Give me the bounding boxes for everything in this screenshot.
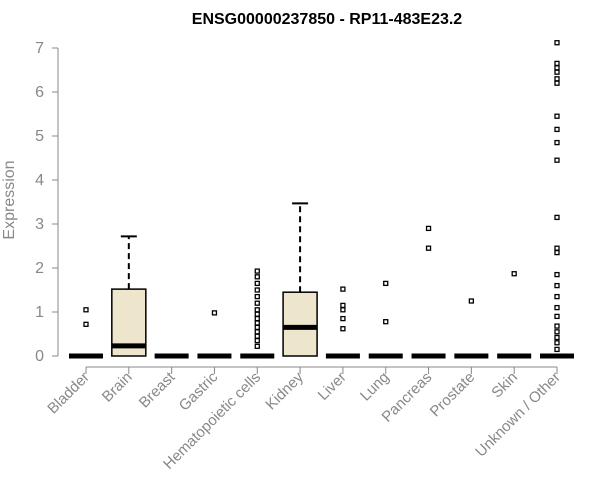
y-axis: 0 1 2 3 4 5 6 7 — [35, 40, 58, 365]
outlier-point-8-0 — [425, 245, 432, 251]
outlier-point-4-2 — [254, 333, 260, 339]
x-tick-label-2: Breast — [136, 368, 179, 411]
plot-area — [69, 40, 574, 359]
outlier-point-11-4 — [554, 323, 560, 329]
outlier-point-4-8 — [254, 307, 260, 313]
outlier-point-11-20 — [554, 65, 560, 71]
outlier-point-11-5 — [554, 313, 560, 320]
outlier-point-7-0 — [383, 319, 389, 325]
x-tick-label-10: Skin — [488, 369, 521, 402]
outlier-point-4-7 — [254, 311, 260, 317]
outlier-point-11-10 — [554, 249, 560, 256]
outlier-point-6-4 — [340, 286, 346, 292]
outlier-point-4-5 — [254, 320, 260, 326]
x-tick-label-0: Bladder — [44, 369, 93, 418]
outlier-point-6-2 — [340, 307, 346, 313]
outlier-point-4-12 — [254, 280, 260, 287]
y-tick-label-0: 0 — [35, 348, 44, 365]
outlier-point-11-1 — [554, 340, 560, 346]
outlier-point-4-10 — [254, 293, 260, 300]
outlier-point-9-0 — [468, 298, 475, 304]
x-tick-label-9: Prostate — [427, 369, 479, 421]
outlier-point-11-11 — [554, 245, 560, 251]
outlier-point-4-13 — [254, 274, 260, 280]
outlier-point-7-1 — [383, 280, 389, 287]
outlier-point-0-1 — [83, 307, 89, 313]
outlier-point-4-3 — [254, 329, 260, 335]
box-group-11 — [540, 40, 574, 359]
y-tick-label-3: 3 — [35, 216, 44, 233]
outlier-point-11-21 — [554, 60, 560, 67]
x-tick-label-1: Brain — [99, 369, 136, 406]
x-tick-label-7: Lung — [357, 369, 393, 405]
outlier-point-11-13 — [554, 157, 560, 163]
outlier-point-4-0 — [254, 343, 260, 349]
box-5 — [282, 291, 318, 357]
outlier-point-11-17 — [554, 80, 560, 86]
outlier-point-11-0 — [554, 346, 560, 353]
chart-title: ENSG00000237850 - RP11-483E23.2 — [192, 11, 463, 28]
x-tick-label-5: Kidney — [262, 368, 307, 413]
outlier-point-4-11 — [254, 287, 260, 293]
outlier-point-11-22 — [554, 40, 560, 46]
box-group-9 — [454, 298, 489, 359]
outlier-point-4-4 — [254, 324, 260, 331]
box-group-7 — [368, 280, 403, 359]
box-group-0 — [69, 307, 103, 359]
box-group-4 — [240, 268, 275, 359]
outlier-point-11-12 — [554, 214, 560, 221]
outlier-point-11-6 — [554, 304, 560, 311]
outlier-point-0-0 — [83, 321, 89, 327]
outlier-point-4-1 — [254, 337, 260, 344]
box-group-3 — [197, 310, 232, 359]
outlier-point-10-0 — [511, 271, 517, 277]
y-tick-label-7: 7 — [35, 40, 44, 57]
x-tick-label-6: Liver — [315, 369, 350, 404]
outlier-point-11-7 — [554, 293, 560, 300]
y-tick-label-2: 2 — [35, 260, 44, 277]
y-tick-label-5: 5 — [35, 128, 44, 145]
y-axis-label: Expression — [1, 160, 18, 239]
y-tick-label-6: 6 — [35, 84, 44, 101]
box-group-10 — [497, 271, 532, 359]
y-tick-label-1: 1 — [35, 304, 44, 321]
y-tick-label-4: 4 — [35, 172, 44, 189]
outlier-point-11-8 — [554, 282, 560, 289]
outlier-point-3-0 — [211, 310, 218, 316]
outlier-point-6-3 — [340, 302, 346, 309]
outlier-point-11-16 — [554, 113, 560, 119]
outlier-point-8-1 — [425, 225, 432, 232]
outlier-point-11-18 — [554, 76, 560, 82]
outlier-point-11-3 — [554, 329, 560, 335]
box-group-5 — [282, 202, 318, 357]
outlier-point-6-1 — [340, 315, 346, 322]
outlier-point-4-9 — [254, 300, 260, 306]
outlier-point-11-9 — [554, 271, 560, 278]
outlier-point-11-2 — [554, 334, 560, 341]
outlier-point-4-6 — [254, 315, 260, 322]
box-group-6 — [325, 286, 360, 359]
outlier-point-6-0 — [340, 326, 346, 332]
box-group-1 — [111, 235, 147, 357]
outlier-point-4-14 — [254, 268, 260, 274]
box-group-8 — [411, 225, 446, 359]
outlier-point-11-14 — [554, 139, 560, 146]
outlier-point-11-19 — [554, 69, 560, 75]
outlier-point-11-15 — [554, 126, 560, 133]
